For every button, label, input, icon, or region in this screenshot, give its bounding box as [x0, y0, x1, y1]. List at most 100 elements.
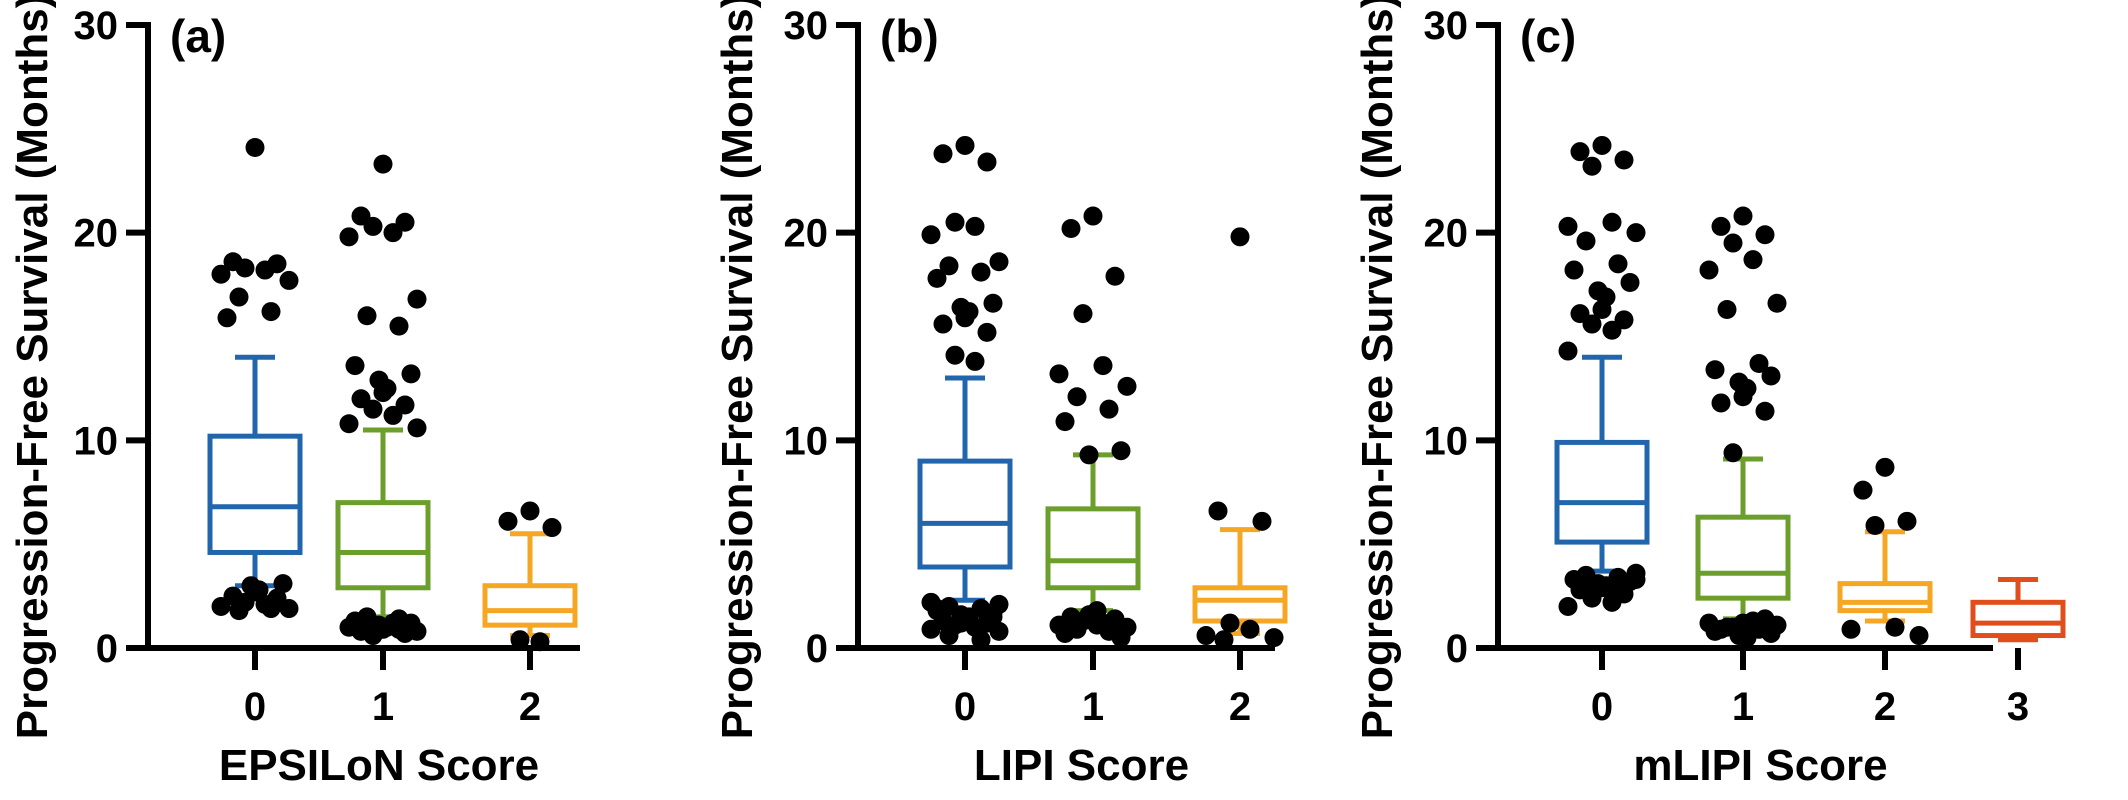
y-axis-title: Progression-Free Survival (Months) — [8, 0, 57, 739]
outlier-point — [1733, 206, 1753, 226]
outlier-point — [1614, 150, 1634, 170]
outlier-point — [1252, 511, 1272, 531]
outlier-point — [363, 216, 383, 236]
outlier-point — [1699, 260, 1719, 280]
outlier-point — [229, 287, 249, 307]
outlier-point — [373, 383, 393, 403]
outlier-point — [261, 599, 281, 619]
outlier-point — [1196, 626, 1216, 646]
outlier-point — [1602, 212, 1622, 232]
y-tick-label: 30 — [1424, 4, 1469, 48]
outlier-point — [1055, 412, 1075, 432]
outlier-point — [1761, 623, 1781, 643]
outlier-point — [520, 501, 540, 521]
outlier-point — [1897, 511, 1917, 531]
outlier-point — [1723, 443, 1743, 463]
outlier-point — [989, 621, 1009, 641]
outlier-point — [1853, 480, 1873, 500]
outlier-point — [1755, 225, 1775, 245]
outlier-point — [951, 613, 971, 633]
x-tick-label: 0 — [954, 685, 976, 729]
outlier-point — [542, 518, 562, 538]
panel-c: 0 10 20 30 0 1 2 3 mLIPI Score Progression-Free S… — [1353, 0, 2066, 790]
iqr-box — [482, 583, 578, 628]
outlier-point — [1592, 300, 1612, 320]
x-axis-title: EPSILoN Score — [219, 741, 539, 790]
box-0 — [207, 138, 303, 621]
outlier-point — [1558, 341, 1578, 361]
outlier-point — [977, 152, 997, 172]
x-tick-label: 2 — [519, 685, 541, 729]
outlier-point — [1761, 366, 1781, 386]
box-2 — [1192, 227, 1288, 650]
outlier-point — [245, 138, 265, 158]
x-tick-label: 2 — [1874, 685, 1896, 729]
outlier-point — [1711, 393, 1731, 413]
outlier-point — [407, 418, 427, 438]
y-tick-label: 30 — [784, 4, 829, 48]
outlier-point — [345, 356, 365, 376]
outlier-point — [235, 258, 255, 278]
y-tick-label: 0 — [1446, 627, 1468, 671]
outlier-point — [383, 223, 403, 243]
iqr-box — [207, 433, 303, 555]
iqr-box — [335, 500, 431, 591]
outlier-point — [1240, 619, 1260, 639]
outlier-point — [407, 289, 427, 309]
outlier-point — [1061, 219, 1081, 239]
outlier-point — [401, 364, 421, 384]
x-tick-label: 1 — [1082, 685, 1104, 729]
iqr-box — [1837, 581, 1933, 614]
outlier-point — [357, 306, 377, 326]
panel-a: 0 10 20 30 0 1 2 EPSILoN Score Progression-Free … — [8, 0, 580, 790]
iqr-box — [1554, 439, 1650, 545]
outlier-point — [1582, 314, 1602, 334]
outlier-point — [211, 596, 231, 616]
outlier-point — [1073, 304, 1093, 324]
x-tick-label: 3 — [2007, 685, 2029, 729]
outlier-point — [1723, 617, 1743, 637]
outlier-point — [1749, 353, 1769, 373]
box-0 — [917, 135, 1013, 650]
outlier-point — [363, 399, 383, 419]
outlier-point — [373, 154, 393, 174]
box-1 — [1695, 206, 1791, 648]
outlier-point — [363, 626, 383, 646]
x-tick-label: 0 — [244, 685, 266, 729]
outlier-point — [1083, 206, 1103, 226]
outlier-point — [1208, 501, 1228, 521]
outlier-point — [1711, 216, 1731, 236]
outlier-point — [229, 601, 249, 621]
y-tick-label: 10 — [74, 419, 119, 463]
outlier-point — [1743, 250, 1763, 270]
outlier-point — [255, 260, 275, 280]
outlier-point — [945, 345, 965, 365]
outlier-point — [357, 611, 377, 631]
outlier-point — [1608, 582, 1628, 602]
outlier-point — [1576, 231, 1596, 251]
y-axis-title: Progression-Free Survival (Months) — [713, 0, 762, 739]
outlier-point — [1564, 260, 1584, 280]
outlier-point — [1576, 576, 1596, 596]
y-tick-label: 20 — [1424, 212, 1469, 256]
outlier-point — [339, 617, 359, 637]
outlier-point — [1875, 457, 1895, 477]
outlier-point — [945, 212, 965, 232]
outlier-point — [965, 216, 985, 236]
panel-label: (a) — [170, 10, 226, 62]
outlier-point — [1087, 615, 1107, 635]
outlier-point — [383, 405, 403, 425]
box-1 — [1045, 206, 1141, 648]
outlier-point — [1717, 300, 1737, 320]
outlier-point — [983, 607, 1003, 627]
box-0 — [1554, 135, 1650, 616]
outlier-point — [1582, 156, 1602, 176]
panel-label: (c) — [1520, 10, 1576, 62]
outlier-point — [1093, 356, 1113, 376]
x-axis-title: mLIPI Score — [1633, 741, 1887, 790]
outlier-point — [1079, 445, 1099, 465]
y-axis-title: Progression-Free Survival (Months) — [1353, 0, 1402, 739]
outlier-point — [261, 302, 281, 322]
outlier-point — [1111, 628, 1131, 648]
